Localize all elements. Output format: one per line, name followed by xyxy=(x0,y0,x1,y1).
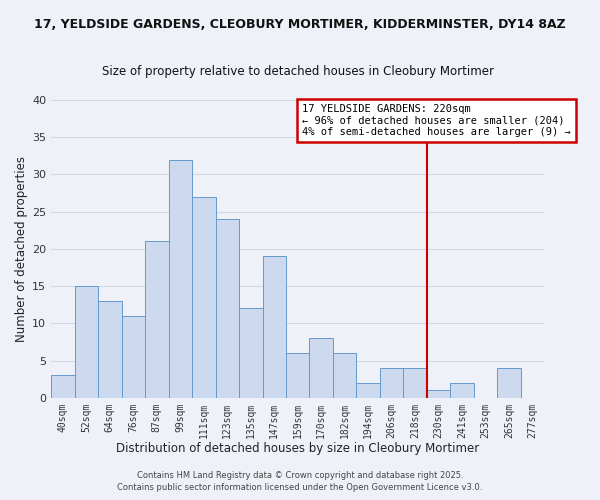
Bar xyxy=(215,219,239,398)
Bar xyxy=(286,353,310,398)
Bar xyxy=(333,353,356,398)
Bar xyxy=(98,301,122,398)
Title: Size of property relative to detached houses in Cleobury Mortimer: Size of property relative to detached ho… xyxy=(102,65,494,78)
Bar xyxy=(310,338,333,398)
Bar xyxy=(145,242,169,398)
Bar xyxy=(169,160,192,398)
Bar xyxy=(497,368,521,398)
Bar xyxy=(122,316,145,398)
Bar xyxy=(380,368,403,398)
Text: 17, YELDSIDE GARDENS, CLEOBURY MORTIMER, KIDDERMINSTER, DY14 8AZ: 17, YELDSIDE GARDENS, CLEOBURY MORTIMER,… xyxy=(34,18,566,30)
Bar xyxy=(427,390,451,398)
X-axis label: Distribution of detached houses by size in Cleobury Mortimer: Distribution of detached houses by size … xyxy=(116,442,479,455)
Bar xyxy=(356,383,380,398)
Bar xyxy=(403,368,427,398)
Bar xyxy=(263,256,286,398)
Text: 17 YELDSIDE GARDENS: 220sqm
← 96% of detached houses are smaller (204)
4% of sem: 17 YELDSIDE GARDENS: 220sqm ← 96% of det… xyxy=(302,104,571,137)
Bar xyxy=(451,383,474,398)
Y-axis label: Number of detached properties: Number of detached properties xyxy=(15,156,28,342)
Bar xyxy=(74,286,98,398)
Text: Contains HM Land Registry data © Crown copyright and database right 2025.
Contai: Contains HM Land Registry data © Crown c… xyxy=(118,471,482,492)
Bar xyxy=(192,197,215,398)
Bar xyxy=(239,308,263,398)
Bar xyxy=(51,376,74,398)
